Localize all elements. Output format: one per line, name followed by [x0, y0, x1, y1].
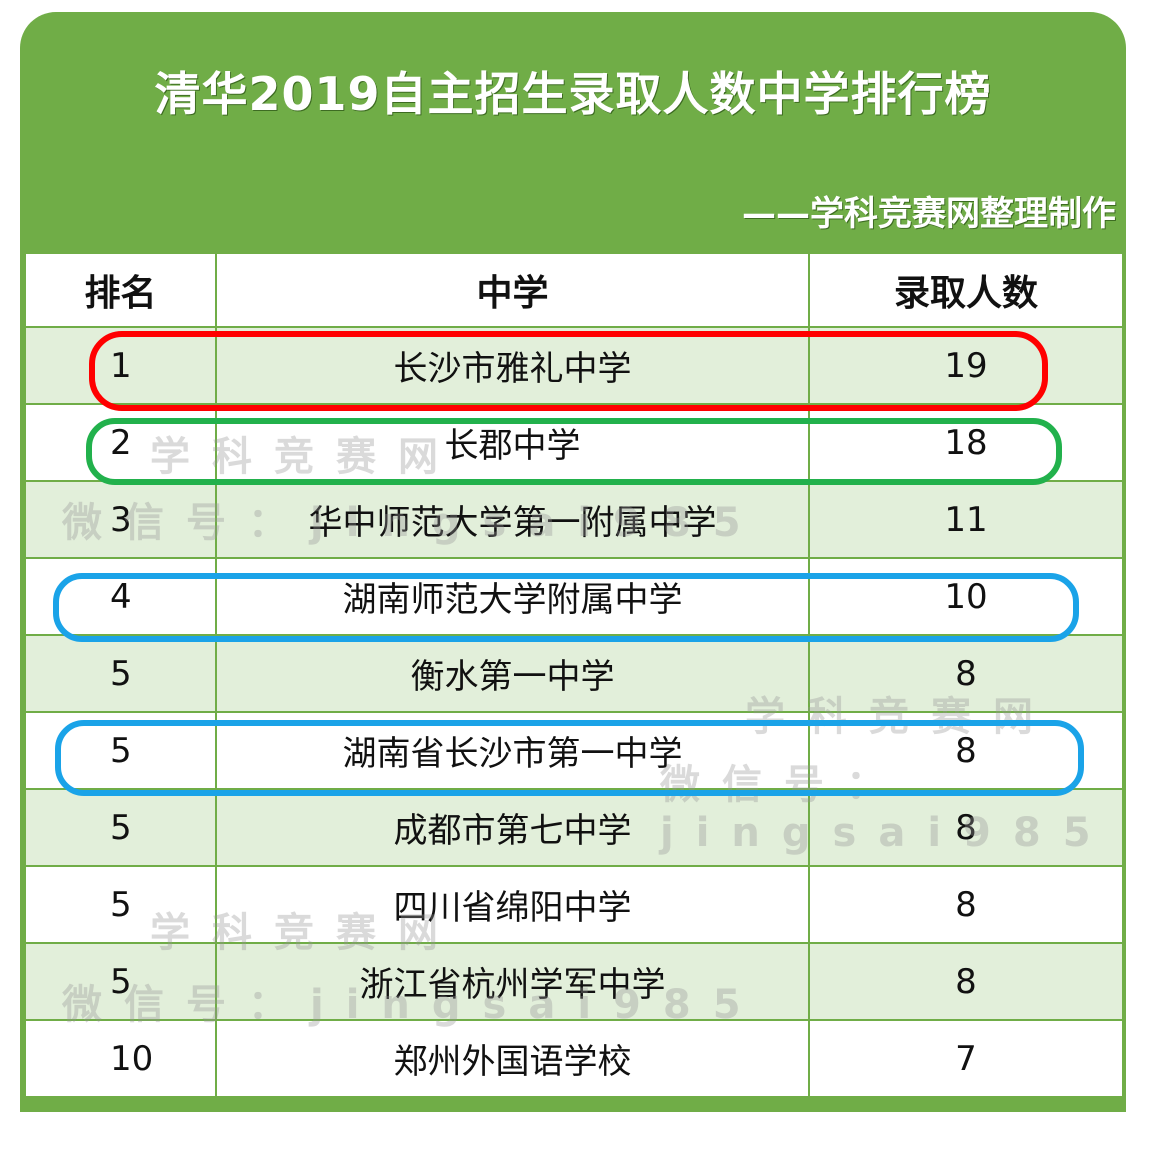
cell-rank: 5 — [24, 634, 217, 713]
table-row: 5 湖南省长沙市第一中学 8 — [24, 711, 1124, 790]
table-row: 5 四川省绵阳中学 8 — [24, 865, 1124, 944]
table-row: 4 湖南师范大学附属中学 10 — [24, 557, 1124, 636]
cell-count: 18 — [808, 403, 1124, 482]
cell-school: 长沙市雅礼中学 — [215, 326, 810, 405]
table-header-row: 排名 中学 录取人数 — [24, 252, 1124, 328]
cell-rank: 10 — [24, 1019, 217, 1098]
cell-rank: 5 — [24, 788, 217, 867]
table-row: 5 成都市第七中学 8 — [24, 788, 1124, 867]
cell-count: 11 — [808, 480, 1124, 559]
cell-school: 四川省绵阳中学 — [215, 865, 810, 944]
table-row: 5 浙江省杭州学军中学 8 — [24, 942, 1124, 1021]
cell-school: 湖南省长沙市第一中学 — [215, 711, 810, 790]
cell-count: 8 — [808, 942, 1124, 1021]
table-row: 10 郑州外国语学校 7 — [24, 1019, 1124, 1098]
cell-count: 10 — [808, 557, 1124, 636]
table-row: 3 华中师范大学第一附属中学 11 — [24, 480, 1124, 559]
subtitle: ——学科竞赛网整理制作 — [742, 194, 1116, 234]
table-row: 5 衡水第一中学 8 — [24, 634, 1124, 713]
cell-rank: 2 — [24, 403, 217, 482]
cell-school: 成都市第七中学 — [215, 788, 810, 867]
cell-count: 19 — [808, 326, 1124, 405]
header-school: 中学 — [215, 252, 810, 328]
header-rank: 排名 — [24, 252, 217, 328]
cell-count: 8 — [808, 788, 1124, 867]
cell-rank: 5 — [24, 711, 217, 790]
cell-count: 8 — [808, 634, 1124, 713]
cell-school: 华中师范大学第一附属中学 — [215, 480, 810, 559]
cell-rank: 1 — [24, 326, 217, 405]
cell-school: 浙江省杭州学军中学 — [215, 942, 810, 1021]
cell-count: 8 — [808, 865, 1124, 944]
cell-school: 长郡中学 — [215, 403, 810, 482]
table-row: 2 长郡中学 18 — [24, 403, 1124, 482]
cell-rank: 3 — [24, 480, 217, 559]
cell-count: 8 — [808, 711, 1124, 790]
cell-school: 湖南师范大学附属中学 — [215, 557, 810, 636]
ranking-table: 排名 中学 录取人数 1 长沙市雅礼中学 19 2 长郡中学 18 3 华中师范大学第一附属中… — [24, 252, 1124, 1098]
cell-rank: 5 — [24, 942, 217, 1021]
page-title: 清华2019自主招生录取人数中学排行榜 — [154, 67, 992, 121]
cell-rank: 4 — [24, 557, 217, 636]
cell-school: 衡水第一中学 — [215, 634, 810, 713]
header-count: 录取人数 — [808, 252, 1124, 328]
cell-rank: 5 — [24, 865, 217, 944]
table-row: 1 长沙市雅礼中学 19 — [24, 326, 1124, 405]
cell-count: 7 — [808, 1019, 1124, 1098]
cell-school: 郑州外国语学校 — [215, 1019, 810, 1098]
